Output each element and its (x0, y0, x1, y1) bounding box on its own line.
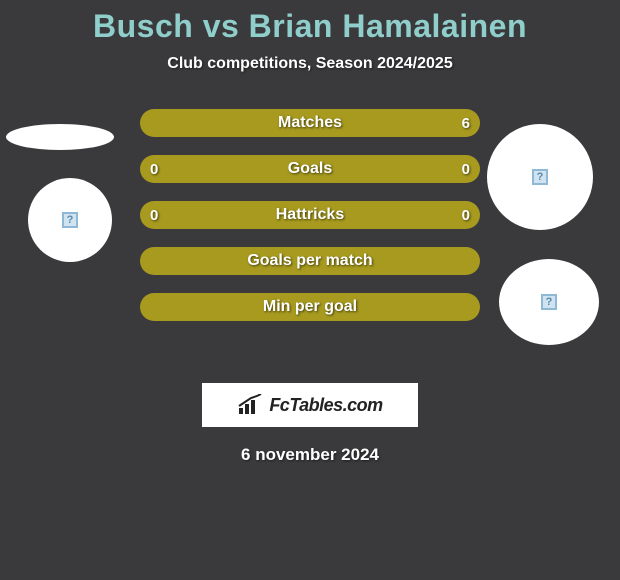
player-left-avatar: ? (28, 178, 112, 262)
stat-bar-label: Matches (140, 114, 480, 132)
stat-bar: Goals0 0 (140, 155, 480, 183)
chart-icon (237, 394, 263, 416)
watermark-badge: FcTables.com (202, 383, 418, 427)
player-right-avatar-2: ? (499, 259, 599, 345)
watermark-text: FcTables.com (269, 395, 382, 416)
date-label: 6 november 2024 (0, 445, 620, 465)
stat-bar-left-value: 0 (150, 161, 158, 178)
player-right-avatar-1: ? (487, 124, 593, 230)
page-title: Busch vs Brian Hamalainen (0, 0, 620, 45)
stat-bar-label: Hattricks (140, 206, 480, 224)
stat-bar-right-value: 0 (462, 207, 470, 224)
placeholder-image-icon: ? (532, 169, 548, 185)
stat-bar-right-value: 0 (462, 161, 470, 178)
stat-bar-left-value: 0 (150, 207, 158, 224)
stat-bar-label: Goals (140, 160, 480, 178)
stat-bar-label: Goals per match (140, 252, 480, 270)
stat-bars: Matches6Goals00Hattricks00Goals per matc… (140, 109, 480, 339)
stat-bar: Hattricks0 0 (140, 201, 480, 229)
stat-bar-right-value: 6 (462, 115, 470, 132)
player-left-ellipse (6, 124, 114, 150)
placeholder-image-icon: ? (541, 294, 557, 310)
stat-bar-label: Min per goal (140, 298, 480, 316)
stat-bar: Goals per match (140, 247, 480, 275)
stat-bar: Matches6 (140, 109, 480, 137)
placeholder-image-icon: ? (62, 212, 78, 228)
subtitle: Club competitions, Season 2024/2025 (0, 55, 620, 73)
stat-bar: Min per goal (140, 293, 480, 321)
